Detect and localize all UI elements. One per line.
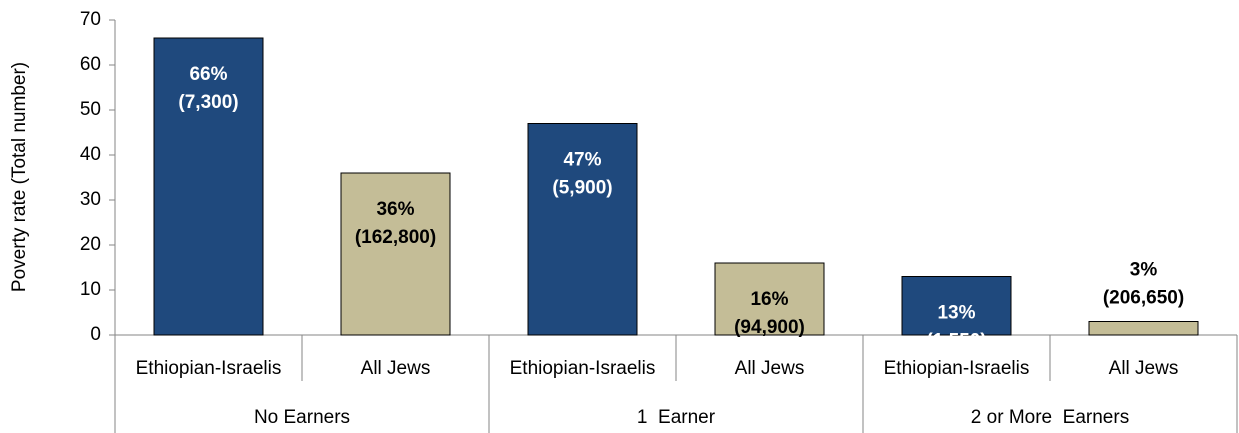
- count-label: (1,550): [926, 331, 986, 352]
- y-axis-label: Poverty rate (Total number): [9, 62, 30, 292]
- x-tick-label: Ethiopian-Israelis: [136, 358, 282, 379]
- x-tick-label: Ethiopian-Israelis: [884, 358, 1030, 379]
- data-label: 16%: [750, 289, 788, 310]
- bar: [527, 123, 638, 336]
- data-label: 13%: [937, 303, 975, 324]
- x-tick-label: Ethiopian-Israelis: [510, 358, 656, 379]
- y-tick-label: 40: [80, 144, 101, 165]
- bar: [901, 276, 1012, 336]
- group-label: 2 or More Earners: [971, 407, 1129, 428]
- data-label: 36%: [376, 199, 414, 220]
- y-tick-label: 30: [80, 189, 101, 210]
- x-tick-label: All Jews: [735, 358, 805, 379]
- y-tick-label: 20: [80, 234, 101, 255]
- x-tick-label: All Jews: [1109, 358, 1179, 379]
- bar: [340, 172, 451, 336]
- bar: [714, 262, 825, 336]
- bar: [1088, 321, 1199, 336]
- count-label: (162,800): [355, 227, 436, 248]
- bar: [153, 37, 264, 336]
- y-tick-label: 60: [80, 54, 101, 75]
- count-label: (206,650): [1103, 288, 1184, 309]
- data-label: 47%: [563, 150, 601, 171]
- group-label: 1 Earner: [637, 407, 716, 428]
- y-tick-label: 50: [80, 99, 101, 120]
- count-label: (94,900): [734, 317, 805, 338]
- y-tick-label: 10: [80, 279, 101, 300]
- data-label: 66%: [189, 64, 227, 85]
- count-label: (5,900): [552, 178, 612, 199]
- count-label: (7,300): [178, 92, 238, 113]
- y-tick-label: 0: [90, 324, 101, 345]
- x-tick-label: All Jews: [361, 358, 431, 379]
- y-tick-label: 70: [80, 9, 101, 30]
- group-label: No Earners: [254, 407, 350, 428]
- data-label: 3%: [1130, 260, 1158, 281]
